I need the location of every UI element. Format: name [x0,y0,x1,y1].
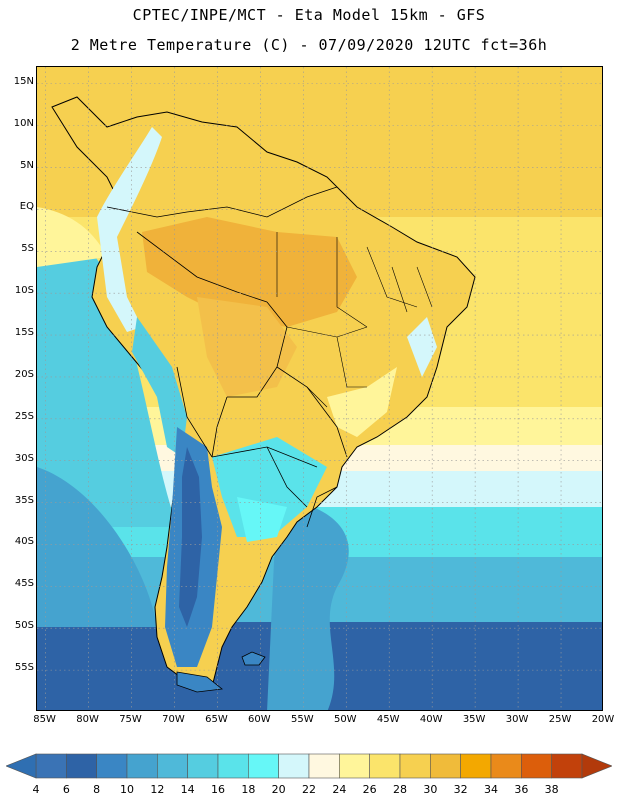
lon-tick-label: 25W [548,714,572,725]
colorbar-cell [339,753,370,779]
andes-cold-north [97,127,162,332]
andes-cool-central [132,317,187,457]
colorbar-tick-label: 38 [544,783,559,796]
lon-tick-label: 70W [162,714,185,725]
colorbar-cell [430,753,461,779]
central-hot-zone [197,297,297,397]
lat-tick-label: 5N [20,159,34,171]
lon-tick-label: 40W [419,714,443,725]
lat-tick-label: 20S [14,368,34,380]
lat-tick-label: 10S [14,285,34,297]
temperature-map [37,67,602,710]
lat-tick-label: 55S [14,662,34,674]
lon-tick-label: 50W [333,714,357,725]
colorbar-high-arrow [581,753,612,779]
colorbar [6,753,612,779]
falkland-islands [241,651,266,666]
colorbar-cell [96,753,128,779]
colorbar-low-arrow [6,753,37,779]
colorbar-cell [399,753,431,779]
tierra-del-fuego [176,671,223,693]
lat-tick-label: 5S [21,243,34,255]
lon-tick-label: 30W [505,714,529,725]
colorbar-tick-label: 26 [362,783,377,796]
colorbar-tick-label: 6 [62,783,70,796]
map-subtitle: 2 Metre Temperature (C) - 07/09/2020 12U… [70,36,548,54]
andes-south-spine [179,447,202,627]
colorbar-tick-label: 28 [393,783,407,796]
colorbar-cell [521,753,552,779]
colorbar-cell [308,753,340,779]
atlantic-cool-plume [267,497,349,710]
pacific-mild-edge [37,207,107,267]
colorbar-tick-label: 14 [180,783,195,796]
map-title: CPTEC/INPE/MCT - Eta Model 15km - GFS [132,6,486,24]
colorbar-cell [126,753,158,779]
colorbar-cell [278,753,310,779]
colorbar-cell [217,753,249,779]
coastal-cool-northeast [407,317,437,377]
lat-tick-label: EQ [19,201,34,213]
amazon-hot-core [142,217,357,327]
lon-tick-label: 75W [119,714,142,725]
colorbar-tick-label: 20 [271,783,286,796]
lon-tick-label: 65W [205,714,228,725]
colorbar-cell [157,753,188,779]
lat-tick-label: 10N [13,117,34,129]
colorbar-cell [66,753,97,779]
colorbar-tick-label: 18 [241,783,256,796]
state-borders [276,232,433,408]
colorbar-tick-label: 16 [211,783,225,796]
lon-tick-label: 20W [591,714,615,725]
lat-tick-label: 50S [14,620,34,632]
lat-tick-label: 45S [14,578,34,590]
colorbar-tick-label: 36 [514,783,529,796]
colorbar-cell [248,753,279,779]
pampas-cool [237,497,287,542]
lat-tick-label: 15N [13,75,34,87]
pacific-cool-tongue [37,217,177,527]
colorbar-cell [551,753,583,779]
colorbar-cell [35,753,67,779]
lat-tick-label: 15S [14,327,34,339]
lat-lon-grid [37,67,602,710]
lon-tick-label: 80W [76,714,99,725]
map-frame [36,66,603,711]
colorbar-tick-label: 30 [423,783,438,796]
lon-tick-label: 45W [376,714,400,725]
lon-tick-label: 85W [33,714,56,725]
southeast-brazil-mild [327,367,397,437]
lat-tick-label: 40S [14,536,34,548]
colorbar-tick-label: 24 [332,783,347,796]
colorbar-tick-label: 10 [120,783,134,796]
country-borders [106,186,348,528]
colorbar-tick-label: 12 [150,783,165,796]
colorbar-cell [187,753,219,779]
lon-tick-label: 60W [248,714,271,725]
colorbar-tick-label: 32 [453,783,468,796]
lat-tick-label: 25S [14,410,34,422]
lat-tick-label: 30S [14,452,34,464]
colorbar-cell [490,753,522,779]
lon-tick-label: 35W [462,714,486,725]
lat-tick-label: 35S [14,494,34,506]
pacific-cold-south [37,467,157,627]
colorbar-tick-label: 4 [32,783,40,796]
colorbar-cell [460,753,492,779]
colorbar-tick-label: 34 [484,783,498,796]
colorbar-tick-label: 22 [302,783,316,796]
lon-tick-label: 55W [291,714,314,725]
colorbar-tick-label: 8 [93,783,101,796]
colorbar-cell [369,753,401,779]
